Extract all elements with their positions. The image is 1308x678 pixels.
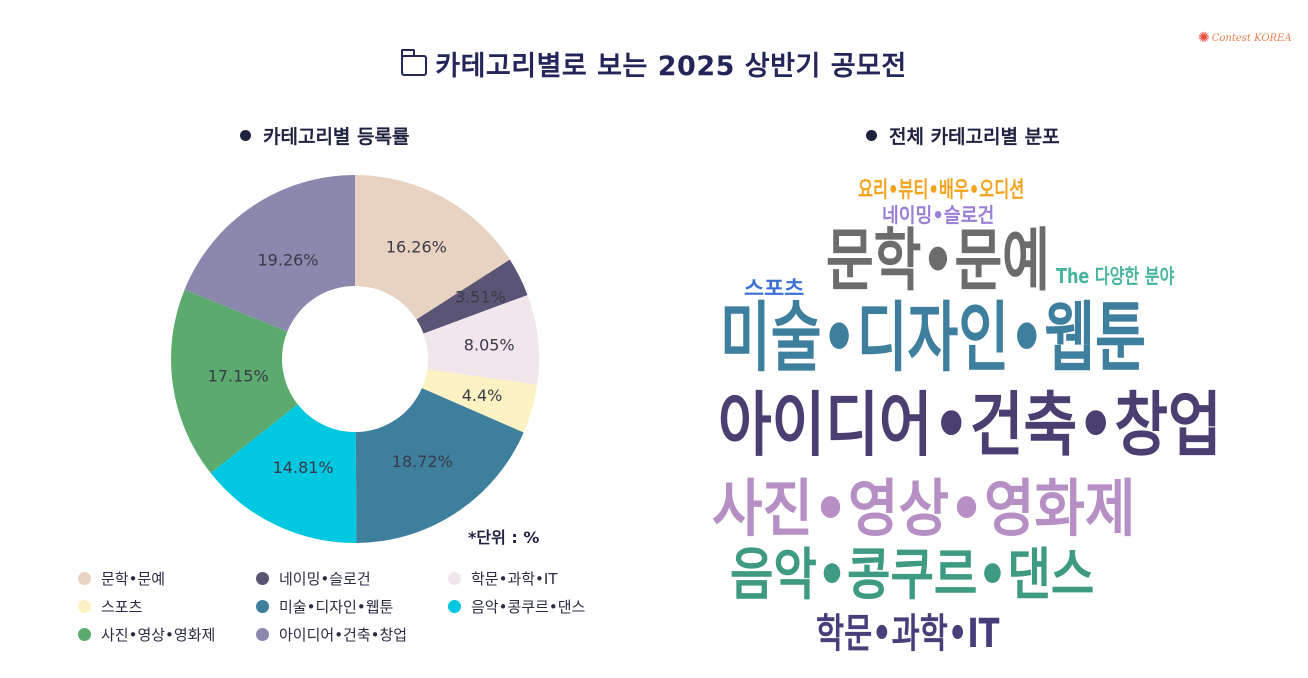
slice-label: 4.4% [462,386,503,405]
legend-item: 학문•과학•IT [448,568,557,589]
donut-section-title: 카테고리별 등록률 [240,122,409,149]
legend-item: 네이밍•슬로건 [256,568,371,589]
legend-swatch-icon [78,572,91,585]
legend-swatch-icon [256,628,269,641]
wordcloud-word: The 다양한 분야 [1056,264,1175,288]
sun-icon: ✺ [1198,30,1210,46]
donut-slice [423,295,539,385]
legend-swatch-icon [448,572,461,585]
legend-swatch-icon [256,572,269,585]
bullet-icon [866,130,877,141]
page-title: 카테고리별로 보는 2025 상반기 공모전 [0,44,1308,83]
slice-label: 17.15% [208,367,269,386]
legend-label: 학문•과학•IT [471,570,558,588]
wordcloud-word: 음악•콩쿠르•댄스 [730,543,1095,608]
unit-note: *단위 : % [468,528,540,547]
legend-item: 스포츠 [78,596,142,617]
wordcloud-word: 학문•과학•IT [816,611,1000,657]
donut-slice [416,259,528,334]
folder-icon [400,49,428,76]
donut-title-text: 카테고리별 등록률 [263,126,410,148]
wordcloud-word: 네이밍•슬로건 [882,203,995,227]
brand-text: Contest KOREA [1211,33,1292,44]
legend-label: 아이디어•건축•창업 [279,626,408,644]
legend-label: 스포츠 [101,598,143,616]
donut-slice [171,289,298,474]
legend-swatch-icon [448,600,461,613]
page-title-text: 카테고리별로 보는 2025 상반기 공모전 [435,51,907,82]
legend-item: 아이디어•건축•창업 [256,624,407,645]
legend-label: 문학•문예 [101,570,166,588]
legend-swatch-icon [256,600,269,613]
donut-slice [355,175,510,320]
donut-slice [210,404,357,543]
legend-item: 문학•문예 [78,568,165,589]
slice-label: 18.72% [392,452,453,471]
legend-swatch-icon [78,600,91,613]
wordcloud-word: 문학•문예 [826,222,1050,301]
wordcloud-word: 요리•뷰티•배우•오디션 [858,178,1025,203]
donut-slice [355,388,524,543]
slice-label: 14.81% [273,458,334,477]
slice-label: 8.05% [464,336,515,355]
brand-logo: ✺ Contest KOREA [1198,30,1292,46]
legend-item: 음악•콩쿠르•댄스 [448,596,585,617]
legend-label: 네이밍•슬로건 [279,570,371,588]
legend-label: 음악•콩쿠르•댄스 [471,598,586,616]
legend-label: 사진•영상•영화제 [101,626,216,644]
wordcloud-section-title: 전체 카테고리별 분포 [866,122,1060,149]
legend-swatch-icon [78,628,91,641]
legend-label: 미술•디자인•웹툰 [279,598,394,616]
wordcloud-word: 스포츠 [744,276,805,300]
slice-label: 3.51% [455,287,506,306]
legend-item: 미술•디자인•웹툰 [256,596,393,617]
wordcloud-word: 미술•디자인•웹툰 [720,293,1146,382]
wordcloud-title-text: 전체 카테고리별 분포 [889,126,1060,148]
legend-item: 사진•영상•영화제 [78,624,215,645]
wordcloud-word: 아이디어•건축•창업 [718,384,1222,466]
slice-label: 16.26% [386,238,447,257]
bullet-icon [240,130,251,141]
donut-slice [421,369,538,433]
slice-label: 19.26% [258,250,319,269]
donut-chart: 16.26% 3.51% 8.05% 4.4% 18.72% 14.81% 17.15% 19… [171,175,539,543]
wordcloud-word: 사진•영상•영화제 [712,472,1136,545]
donut-slice [184,175,355,332]
